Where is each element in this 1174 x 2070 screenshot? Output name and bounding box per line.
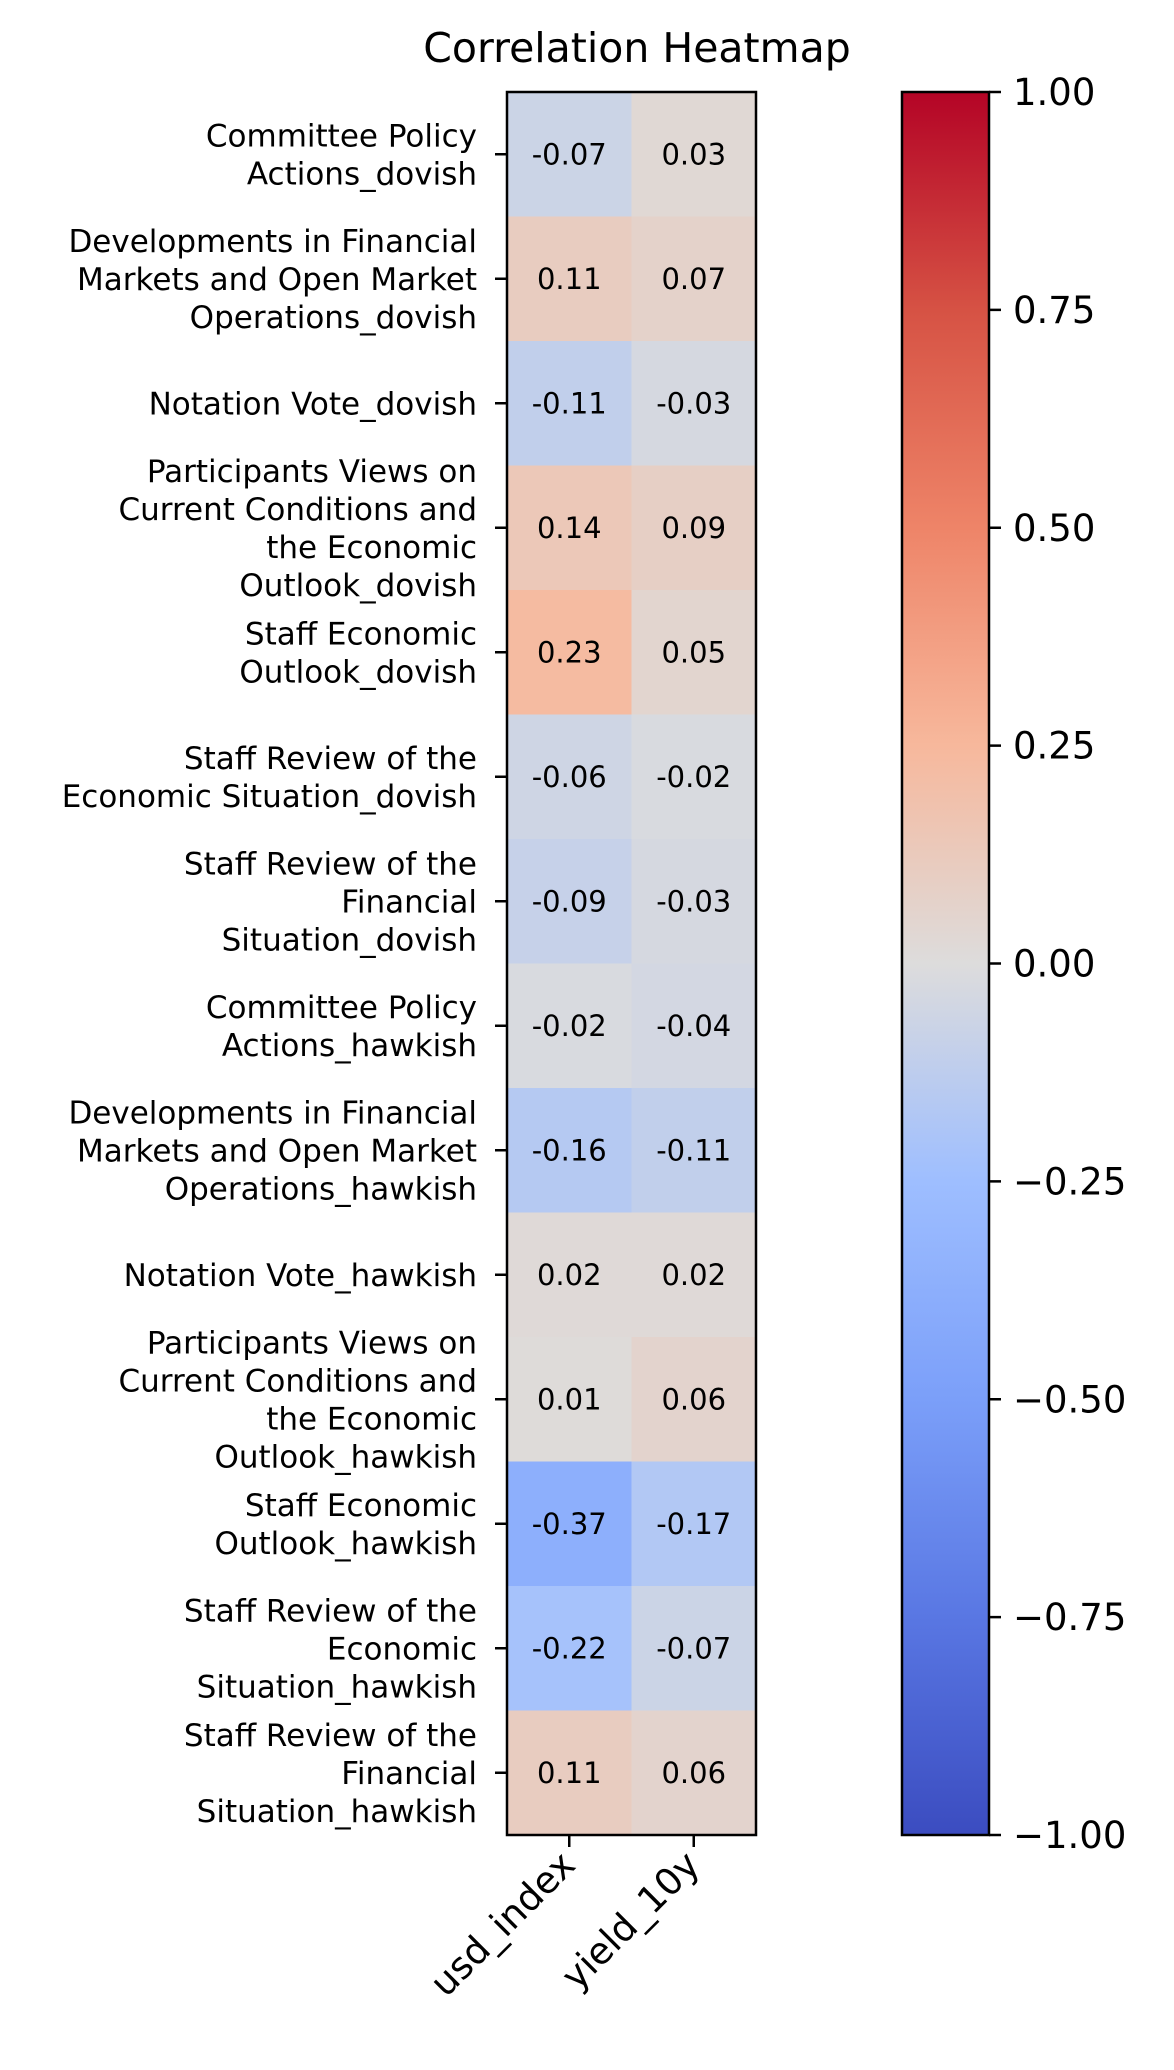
colorbar-tick-label: 0.50	[1013, 507, 1095, 550]
heatmap-cell-r8-c1	[631, 1088, 757, 1213]
row-label: Notation Vote_dovish	[149, 386, 477, 422]
heatmap-cell-r6-c0	[507, 839, 632, 964]
cell-value-label: -0.09	[532, 884, 607, 918]
heatmap-cell-r3-c0	[507, 465, 632, 591]
heatmap-cell-r11-c1	[631, 1461, 757, 1587]
heatmap-cell-r12-c0	[507, 1586, 632, 1711]
colorbar	[900, 90, 991, 1837]
heatmap-cell-r2-c1	[631, 341, 757, 466]
row-label: Staff Economic Outlook_hawkish	[214, 1488, 477, 1562]
cell-value-label: 0.05	[661, 635, 726, 669]
cell-value-label: 0.09	[661, 511, 726, 545]
heatmap-cell-r5-c1	[631, 714, 757, 840]
row-label: Participants Views on Current Conditions …	[118, 454, 477, 604]
heatmap-cell-r0-c0	[507, 92, 632, 217]
heatmap-cell-r5-c0	[507, 714, 632, 840]
cell-value-label: 0.01	[537, 1382, 602, 1416]
cell-value-label: 0.02	[537, 1258, 602, 1292]
cell-value-label: 0.06	[661, 1756, 726, 1790]
cell-value-label: 0.14	[537, 511, 602, 545]
cell-value-label: 0.11	[537, 1756, 602, 1790]
cell-value-label: -0.02	[532, 1009, 607, 1043]
heatmap-cell-r2-c0	[507, 341, 632, 466]
heatmap-cell-r11-c0	[507, 1461, 632, 1587]
row-label: Staff Review of the Financial Situation_ha…	[184, 1718, 477, 1830]
cell-value-label: -0.22	[532, 1631, 607, 1665]
colorbar-tick-label: −0.25	[1013, 1160, 1126, 1203]
row-label: Committee Policy Actions_hawkish	[206, 990, 477, 1064]
row-label: Developments in Financial Markets and Ope…	[68, 1095, 477, 1207]
cell-value-label: -0.11	[656, 1133, 731, 1167]
row-label: Notation Vote_hawkish	[124, 1258, 477, 1294]
heatmap-cell-r9-c1	[631, 1212, 757, 1338]
cell-value-label: -0.37	[532, 1507, 607, 1541]
heatmap-cell-r12-c1	[631, 1586, 757, 1711]
cell-value-label: -0.11	[532, 386, 607, 420]
cell-value-label: -0.06	[532, 760, 607, 794]
row-label: Developments in Financial Markets and Ope…	[68, 224, 477, 336]
heatmap-cell-r6-c1	[631, 839, 757, 964]
heatmap-frame	[505, 90, 758, 1837]
cell-value-label: -0.17	[656, 1507, 731, 1541]
colorbar-tick-label: 1.00	[1013, 71, 1095, 114]
colorbar-tick-label: 0.25	[1013, 725, 1095, 768]
cell-value-label: -0.07	[532, 137, 607, 171]
colorbar-tick-label: 0.00	[1013, 943, 1095, 986]
cell-value-label: -0.04	[656, 1009, 731, 1043]
colorbar-tick-label: 0.75	[1013, 289, 1095, 332]
heatmap-cell-r4-c0	[507, 590, 632, 715]
chart-title: Correlation Heatmap	[423, 24, 850, 72]
colorbar-tick-label: −1.00	[1013, 1814, 1126, 1857]
heatmap-cell-r13-c0	[507, 1710, 632, 1836]
cell-value-label: 0.02	[661, 1258, 726, 1292]
heatmap-cell-r4-c1	[631, 590, 757, 715]
row-label: Staff Review of the Financial Situation_do…	[184, 846, 477, 958]
cell-value-label: 0.03	[661, 137, 726, 171]
heatmap-cell-r10-c0	[507, 1337, 632, 1462]
heatmap-cell-r1-c0	[507, 216, 632, 342]
cell-value-label: -0.03	[656, 386, 731, 420]
colorbar-tick-label: −0.50	[1013, 1378, 1126, 1421]
heatmap-cell-r0-c1	[631, 92, 757, 217]
cell-value-label: -0.03	[656, 884, 731, 918]
row-label: Participants Views on Current Conditions …	[118, 1325, 477, 1475]
column-label-usd_index: usd_index	[422, 1843, 584, 2005]
heatmap-cell-r7-c1	[631, 963, 757, 1089]
heatmap-cell-r13-c1	[631, 1710, 757, 1836]
colorbar-tick-label: −0.75	[1013, 1596, 1126, 1639]
cell-value-label: -0.16	[532, 1133, 607, 1167]
cell-value-label: 0.07	[661, 262, 726, 296]
row-label: Staff Economic Outlook_dovish	[239, 616, 477, 690]
heatmap-cell-r10-c1	[631, 1337, 757, 1462]
cell-value-label: -0.07	[656, 1631, 731, 1665]
cell-value-label: 0.11	[537, 262, 602, 296]
heatmap-cell-r7-c0	[507, 963, 632, 1089]
cell-value-label: 0.06	[661, 1382, 726, 1416]
heatmap-cell-r9-c0	[507, 1212, 632, 1338]
row-label: Staff Review of the Economic Situation_haw…	[184, 1593, 477, 1705]
heatmap-cell-r1-c1	[631, 216, 757, 342]
heatmap-cell-r3-c1	[631, 465, 757, 591]
cell-value-label: -0.02	[656, 760, 731, 794]
row-label: Staff Review of the Economic Situation_do…	[62, 741, 477, 815]
row-label: Committee Policy Actions_dovish	[206, 118, 477, 192]
heatmap-cell-r8-c0	[507, 1088, 632, 1213]
cell-value-label: 0.23	[537, 635, 602, 669]
